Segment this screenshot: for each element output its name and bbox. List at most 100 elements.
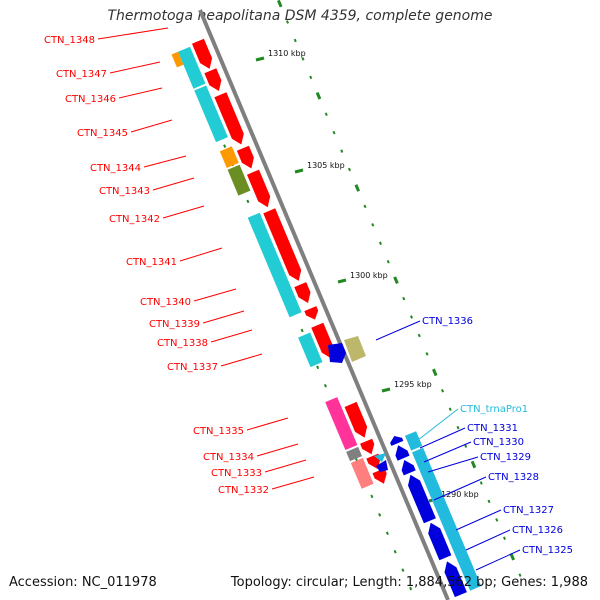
cog-block[interactable] (346, 446, 362, 462)
label-connector (202, 310, 245, 324)
cog-block[interactable] (194, 85, 228, 143)
gene-label[interactable]: CTN_1325 (522, 545, 573, 556)
reverse-gene[interactable] (328, 343, 346, 363)
tick-mark (409, 315, 414, 319)
backbone (198, 9, 450, 600)
gene-label[interactable]: CTN_1341 (126, 257, 177, 268)
tick-mark (277, 0, 283, 8)
accession-text: Accession: NC_011978 (9, 575, 157, 590)
tick-mark (385, 531, 389, 536)
gene-features[interactable] (171, 38, 482, 598)
reverse-gene[interactable] (444, 561, 467, 598)
reverse-gene[interactable] (390, 436, 404, 446)
gene-label[interactable]: CTN_1333 (211, 468, 262, 479)
label-connector (256, 443, 299, 457)
forward-gene[interactable] (372, 468, 387, 484)
tick-mark (354, 184, 360, 192)
reverse-gene[interactable] (401, 460, 416, 476)
tick-mark (448, 407, 452, 411)
forward-gene[interactable] (236, 145, 254, 169)
forward-gene[interactable] (263, 208, 302, 281)
label-connector (375, 320, 421, 341)
gene-label[interactable]: CTN_trnaPro1 (460, 404, 528, 415)
label-connector (455, 509, 502, 531)
gene-label[interactable]: CTN_1340 (140, 297, 191, 308)
tick-mark (470, 460, 477, 469)
forward-gene[interactable] (247, 169, 271, 208)
reverse-gene[interactable] (428, 522, 452, 561)
tick-mark (347, 167, 352, 172)
gene-label[interactable]: CTN_1332 (218, 485, 269, 496)
cog-block[interactable] (325, 397, 358, 450)
forward-gene[interactable] (304, 306, 319, 320)
reverse-gene[interactable] (376, 460, 388, 472)
cog-block[interactable] (405, 431, 423, 451)
tick-mark (223, 144, 227, 148)
tick-mark (456, 425, 460, 430)
cog-block[interactable] (219, 146, 239, 168)
gene-label[interactable]: CTN_1336 (422, 316, 473, 327)
gene-label[interactable]: CTN_1335 (193, 426, 244, 437)
label-connector (465, 529, 511, 551)
gene-label[interactable]: CTN_1330 (473, 437, 524, 448)
cog-block[interactable] (171, 51, 184, 68)
cog-block[interactable] (412, 447, 482, 591)
gene-labels[interactable]: CTN_1348 CTN_1347 CTN_1346 CTN_1345 CTN_1344… (44, 27, 573, 571)
label-connector (143, 155, 187, 168)
tick-mark (502, 536, 507, 541)
gene-label[interactable]: CTN_1344 (90, 163, 141, 174)
forward-gene[interactable] (204, 68, 222, 91)
cog-block[interactable] (344, 336, 366, 362)
label-connector (118, 87, 163, 99)
cog-block[interactable] (227, 164, 251, 196)
tick-mark (293, 38, 297, 43)
tick-mark (315, 91, 322, 100)
gene-label[interactable]: CTN_1334 (203, 452, 254, 463)
tick-mark (409, 586, 413, 591)
label-connector (130, 119, 173, 133)
label-connector (152, 177, 195, 191)
cog-block[interactable] (298, 332, 323, 368)
gene-label[interactable]: CTN_1337 (167, 362, 218, 373)
kbp-tick (255, 56, 265, 62)
cog-block[interactable] (350, 457, 374, 489)
topology-text: Topology: circular; Length: 1,884,562 bp… (230, 575, 588, 590)
trna-gene[interactable] (374, 453, 386, 462)
gene-label[interactable]: CTN_1348 (44, 35, 95, 46)
tick-mark (425, 352, 429, 356)
cog-block[interactable] (178, 46, 206, 89)
forward-gene[interactable] (192, 38, 213, 69)
tick-mark (370, 494, 374, 499)
gene-label[interactable]: CTN_1347 (56, 69, 107, 80)
gene-label[interactable]: CTN_1326 (512, 525, 563, 536)
label-connector (109, 61, 161, 74)
cog-block[interactable] (247, 212, 302, 318)
forward-gene[interactable] (311, 322, 334, 359)
label-connector (246, 417, 289, 431)
tick-mark (509, 552, 515, 561)
forward-gene[interactable] (294, 282, 311, 303)
reverse-gene[interactable] (395, 445, 410, 461)
gene-label[interactable]: CTN_1328 (488, 472, 539, 483)
forward-gene[interactable] (360, 438, 375, 455)
forward-gene[interactable] (214, 92, 244, 145)
tick-mark (371, 223, 375, 227)
label-connector (271, 476, 315, 490)
gene-label[interactable]: CTN_1339 (149, 319, 200, 330)
gene-label[interactable]: CTN_1342 (109, 214, 160, 225)
kbp-tick (294, 168, 304, 174)
gene-label[interactable]: CTN_1327 (503, 505, 554, 516)
label-connector (419, 427, 466, 449)
forward-gene[interactable] (344, 401, 368, 438)
gene-label[interactable]: CTN_1338 (157, 338, 208, 349)
gene-label[interactable]: CTN_1331 (467, 423, 518, 434)
tick-mark (324, 112, 328, 116)
gene-label[interactable]: CTN_1343 (99, 186, 150, 197)
label-connector (433, 476, 487, 501)
gene-label[interactable]: CTN_1346 (65, 94, 116, 105)
gene-label[interactable]: CTN_1329 (480, 452, 531, 463)
reverse-gene[interactable] (408, 474, 436, 524)
tick-mark (386, 259, 390, 264)
gene-label[interactable]: CTN_1345 (77, 128, 128, 139)
